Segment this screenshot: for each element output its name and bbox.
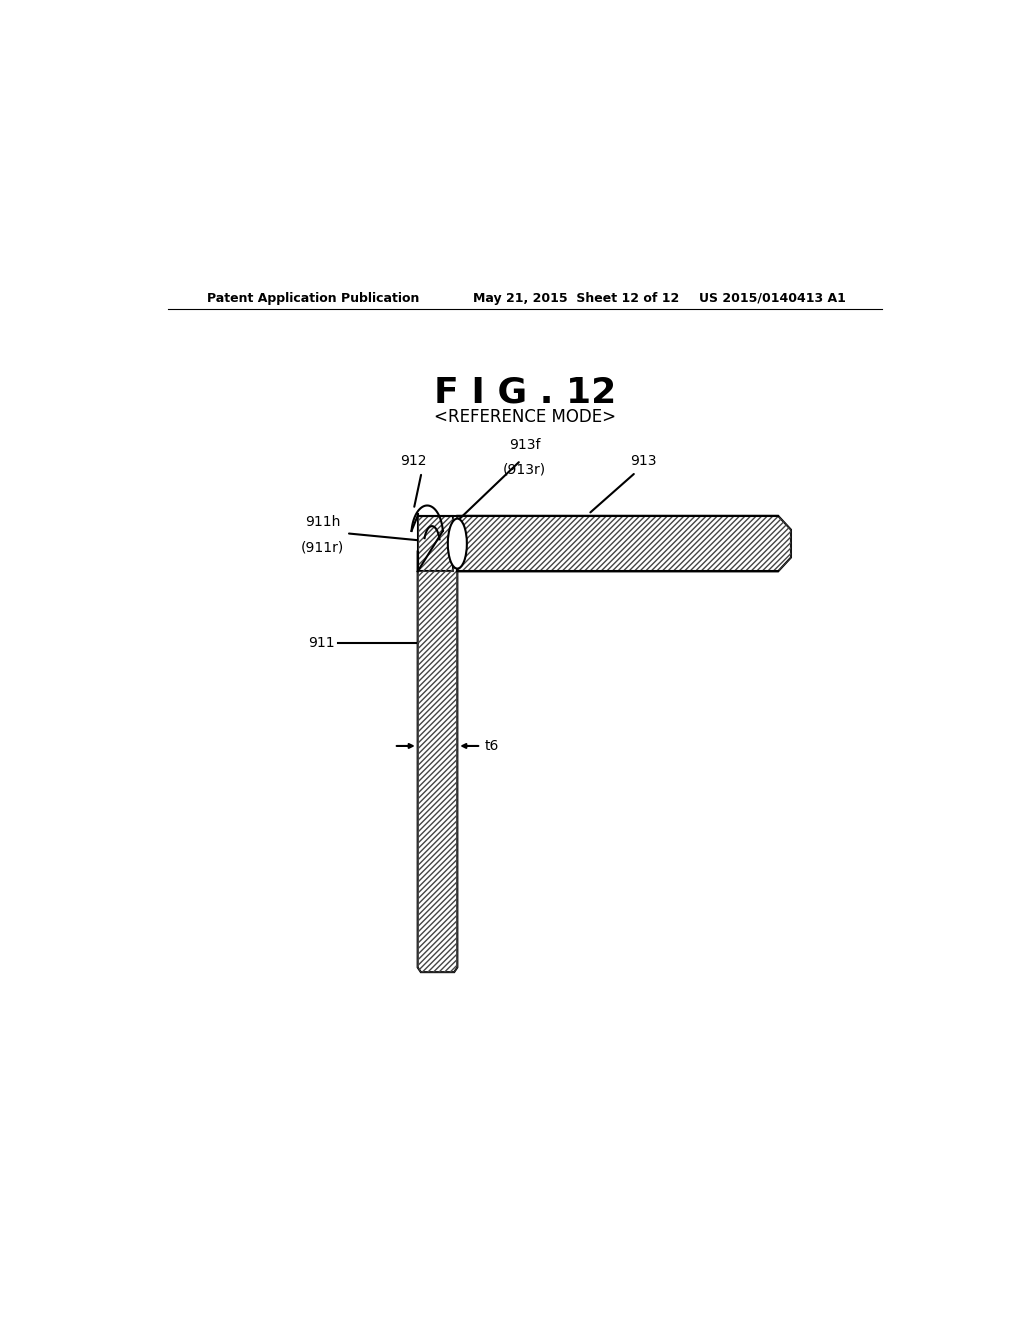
Text: Patent Application Publication: Patent Application Publication <box>207 292 420 305</box>
Polygon shape <box>418 516 454 572</box>
Text: 912: 912 <box>400 454 427 469</box>
Text: 911h: 911h <box>305 515 340 529</box>
Polygon shape <box>458 516 791 572</box>
Polygon shape <box>418 552 458 972</box>
Text: US 2015/0140413 A1: US 2015/0140413 A1 <box>699 292 846 305</box>
Text: (913r): (913r) <box>503 462 547 477</box>
Ellipse shape <box>447 519 467 569</box>
Text: 911: 911 <box>307 636 334 649</box>
Text: (911r): (911r) <box>301 540 344 554</box>
Text: May 21, 2015  Sheet 12 of 12: May 21, 2015 Sheet 12 of 12 <box>473 292 680 305</box>
Text: F I G . 12: F I G . 12 <box>434 376 615 409</box>
Text: <REFERENCE MODE>: <REFERENCE MODE> <box>434 408 615 425</box>
Text: 913: 913 <box>631 454 657 469</box>
Text: 913f: 913f <box>509 438 541 453</box>
Text: t6: t6 <box>485 739 500 752</box>
